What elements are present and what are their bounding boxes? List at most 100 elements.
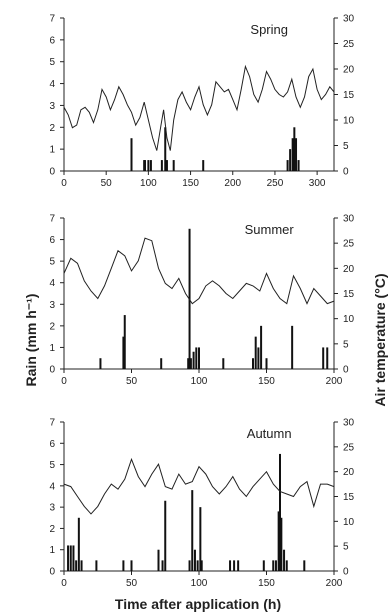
- rain-bar: [67, 545, 70, 571]
- x-tick-label: 150: [258, 578, 275, 589]
- right-tick-label: 10: [343, 314, 355, 325]
- left-tick-label: 2: [49, 321, 55, 332]
- rain-bar: [272, 560, 275, 571]
- rain-bar: [191, 490, 194, 571]
- rain-bar: [164, 127, 167, 171]
- panel-1: 0 1 2 3 4 5 6 7 0 5 10 15 20 25 30 0 50 100 150 200 Summer: [49, 214, 354, 388]
- rain-bar: [291, 138, 294, 171]
- rain-bar: [161, 560, 164, 571]
- x-tick-label: 50: [126, 376, 138, 387]
- rain-bar: [303, 560, 306, 571]
- rain-bar: [293, 127, 296, 171]
- left-tick-label: 3: [49, 101, 55, 112]
- rain-bar: [187, 358, 190, 369]
- rain-bar: [279, 453, 281, 571]
- left-tick-label: 7: [49, 14, 55, 25]
- rain-bar: [233, 560, 236, 571]
- x-tick-label: 200: [326, 376, 343, 387]
- left-tick-label: 2: [49, 524, 55, 535]
- rain-bar: [262, 560, 265, 571]
- rain-bar: [69, 545, 72, 571]
- left-tick-label: 2: [49, 123, 55, 134]
- left-tick-label: 4: [49, 79, 55, 90]
- right-tick-label: 25: [343, 239, 355, 250]
- rain-bar: [274, 560, 277, 571]
- left-tick-label: 0: [49, 167, 55, 178]
- rain-bar: [322, 347, 325, 369]
- temperature-line: [63, 237, 335, 305]
- left-tick-label: 7: [49, 418, 55, 429]
- rain-bar: [286, 160, 289, 171]
- rain-bar: [77, 517, 80, 571]
- right-tick-label: 0: [343, 567, 349, 578]
- rain-bar: [189, 358, 192, 369]
- panel-title: Summer: [245, 222, 295, 237]
- temperature-line: [63, 64, 335, 151]
- right-tick-label: 15: [343, 90, 355, 101]
- rain-bar: [254, 336, 257, 369]
- x-tick-label: 100: [191, 376, 208, 387]
- x-tick-label: 100: [140, 178, 157, 189]
- x-tick-label: 0: [61, 178, 67, 189]
- rain-bar: [72, 545, 75, 571]
- right-tick-label: 15: [343, 289, 355, 300]
- rain-bar: [192, 351, 195, 369]
- right-tick-label: 0: [343, 167, 349, 178]
- right-tick-label: 30: [343, 418, 355, 429]
- left-tick-label: 5: [49, 460, 55, 471]
- rain-bar: [122, 336, 125, 369]
- rain-bar: [193, 549, 196, 571]
- rain-bar: [157, 549, 160, 571]
- right-axis-label: Air temperature (°C): [372, 273, 388, 406]
- x-tick-label: 200: [326, 578, 343, 589]
- rain-bar: [95, 560, 98, 571]
- right-tick-label: 15: [343, 492, 355, 503]
- x-axis-label: Time after application (h): [115, 596, 281, 612]
- rain-bar: [295, 138, 298, 171]
- panel-title: Spring: [250, 22, 288, 37]
- x-tick-label: 0: [61, 578, 67, 589]
- rain-bar: [202, 160, 205, 171]
- right-tick-label: 5: [343, 542, 349, 553]
- rain-bar: [289, 149, 292, 171]
- rain-bar: [147, 160, 150, 171]
- right-tick-label: 30: [343, 14, 355, 25]
- rain-bar: [196, 560, 199, 571]
- rain-bar: [283, 549, 286, 571]
- left-tick-label: 3: [49, 503, 55, 514]
- left-tick-label: 5: [49, 57, 55, 68]
- left-tick-label: 0: [49, 365, 55, 376]
- rain-bar: [265, 358, 268, 369]
- rain-bar: [80, 560, 83, 571]
- x-tick-label: 200: [224, 178, 241, 189]
- left-tick-label: 7: [49, 214, 55, 225]
- right-tick-label: 5: [343, 339, 349, 350]
- left-tick-label: 6: [49, 439, 55, 450]
- left-tick-label: 1: [49, 145, 55, 156]
- rain-bar: [172, 160, 175, 171]
- rain-bar: [149, 160, 152, 171]
- rain-bar: [229, 560, 232, 571]
- right-tick-label: 10: [343, 116, 355, 127]
- rain-bar: [222, 358, 225, 369]
- rain-bar: [188, 560, 191, 571]
- rain-bar: [277, 511, 280, 571]
- right-tick-label: 25: [343, 39, 355, 50]
- rain-bar: [160, 160, 163, 171]
- left-tick-label: 6: [49, 235, 55, 246]
- rain-bar: [200, 560, 203, 571]
- rain-bar: [164, 500, 167, 571]
- rain-bar: [130, 138, 133, 171]
- rain-bar: [257, 347, 260, 369]
- left-tick-label: 0: [49, 567, 55, 578]
- rain-bar: [130, 560, 133, 571]
- x-tick-label: 100: [191, 578, 208, 589]
- x-tick-label: 50: [101, 178, 113, 189]
- panel-2: 0 1 2 3 4 5 6 7 0 5 10 15 20 25 30 0 50 100 150 200 Autumn: [49, 418, 354, 590]
- rain-bar: [297, 160, 300, 171]
- left-axis-label: Rain (mm h⁻¹): [23, 294, 39, 387]
- right-tick-label: 20: [343, 467, 355, 478]
- right-tick-label: 20: [343, 264, 355, 275]
